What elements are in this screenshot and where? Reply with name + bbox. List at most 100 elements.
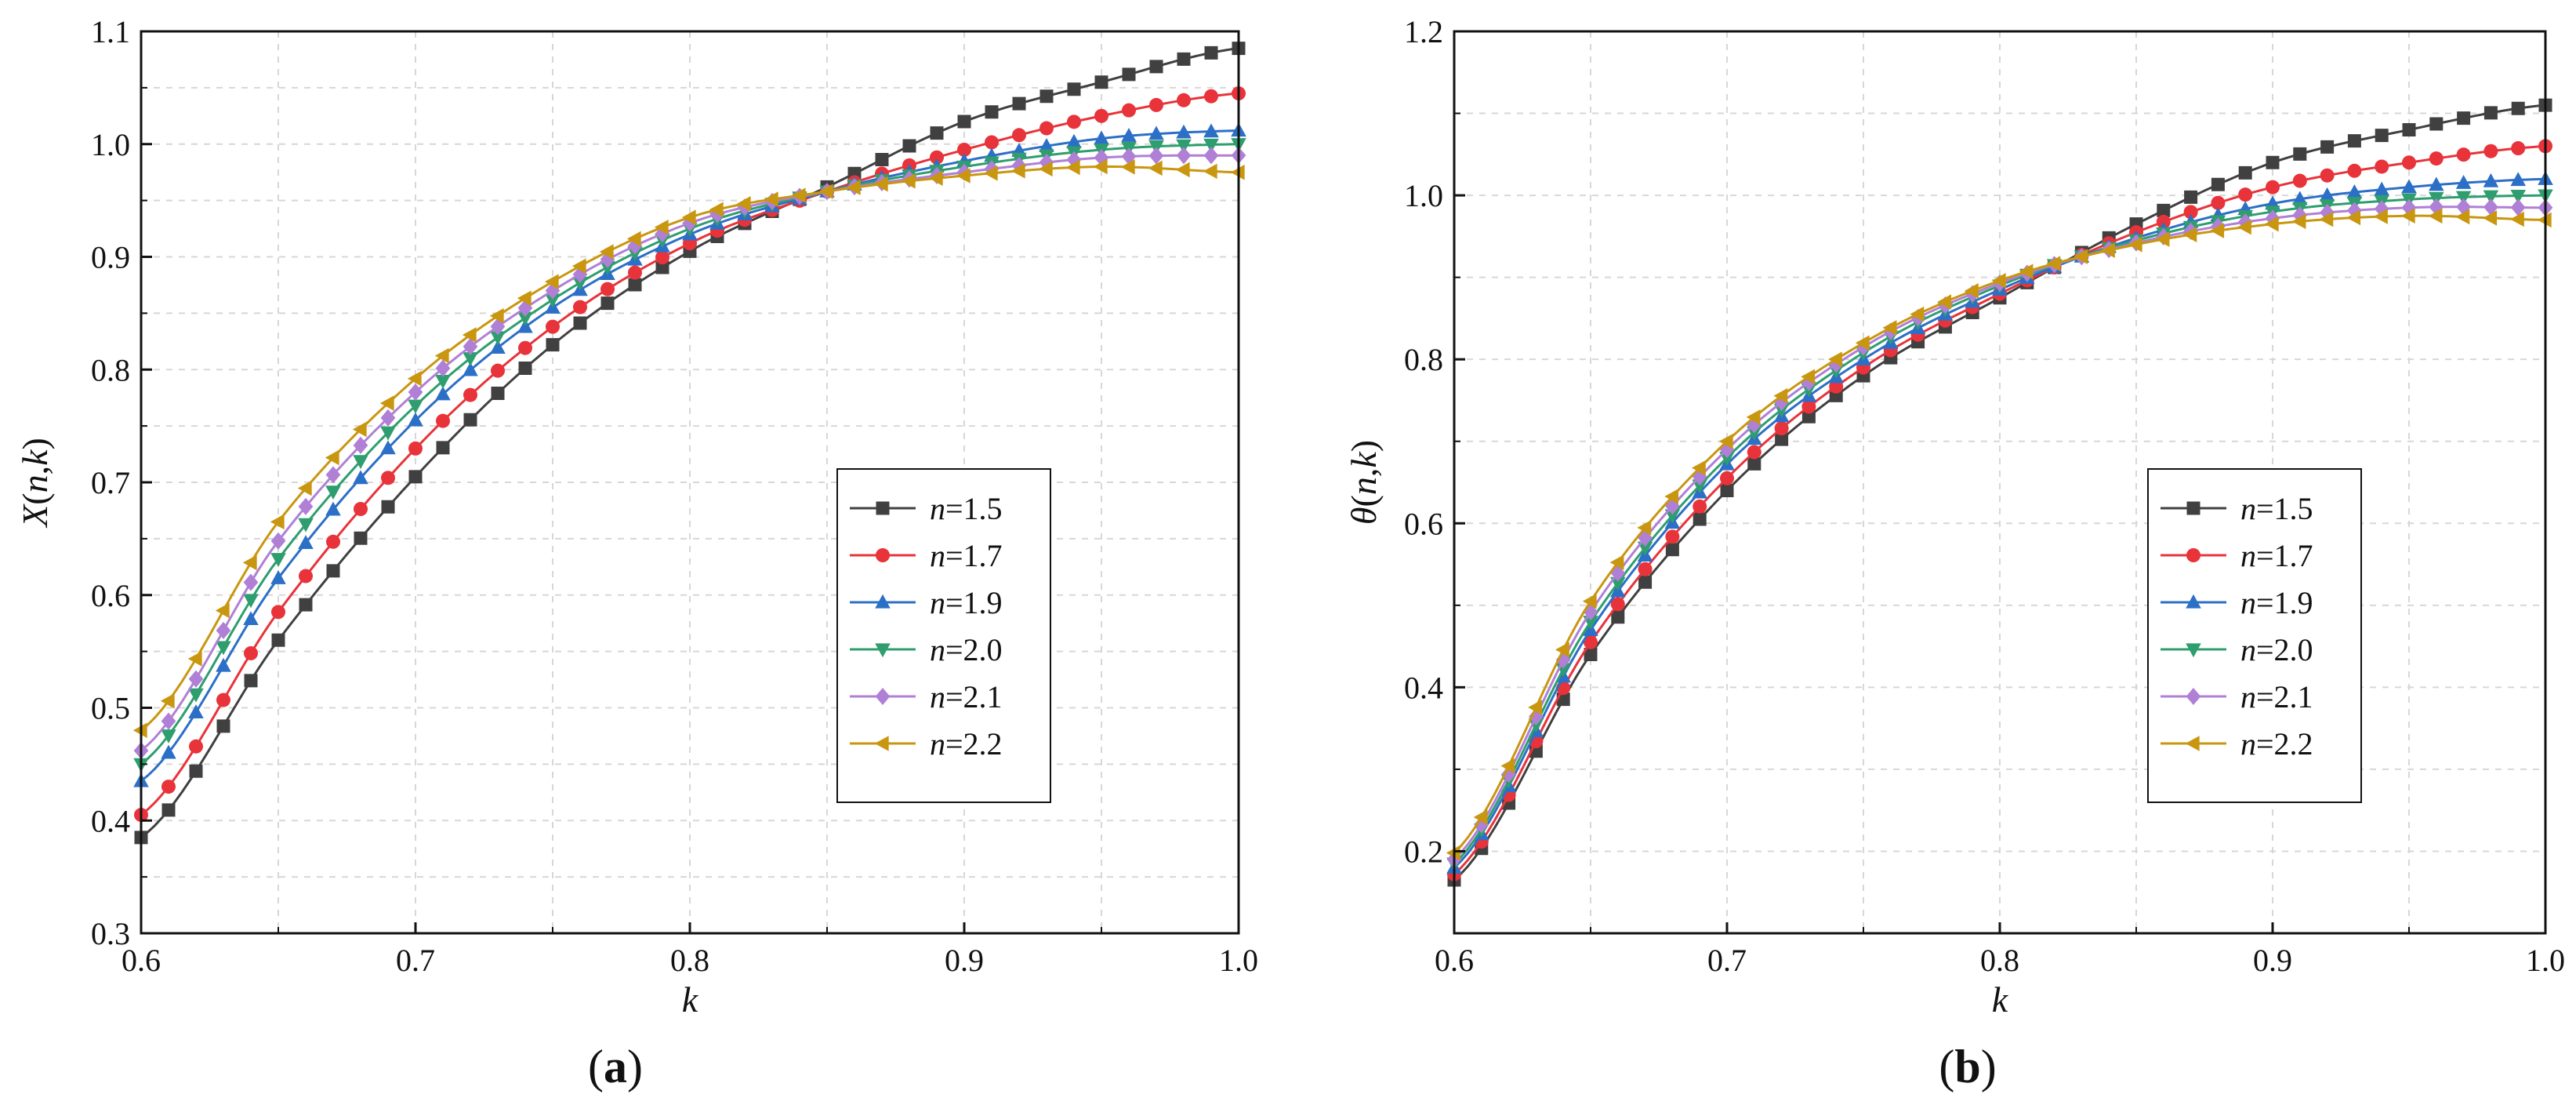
- data-point: [2073, 249, 2088, 264]
- data-point: [2237, 219, 2251, 235]
- legend-swatch-marker: [875, 687, 891, 706]
- data-point: [270, 553, 286, 567]
- data-point: [1664, 509, 1681, 524]
- data-point: [1012, 128, 1026, 143]
- data-point: [1801, 409, 1816, 423]
- legend-swatch-marker: [2185, 736, 2200, 751]
- legend-swatch-marker: [2186, 501, 2200, 515]
- data-point: [1965, 283, 1979, 299]
- data-point: [490, 318, 506, 336]
- data-point: [1094, 75, 1108, 89]
- legend-label: n=1.7: [2240, 538, 2313, 573]
- data-point: [571, 258, 586, 274]
- data-point: [2238, 165, 2252, 180]
- data-point: [846, 180, 861, 195]
- legend-swatch-marker: [2186, 594, 2201, 609]
- data-point: [2347, 134, 2361, 148]
- data-point: [1718, 433, 1733, 449]
- data-point: [326, 534, 340, 549]
- data-point: [463, 362, 478, 376]
- data-point: [435, 386, 451, 401]
- data-point: [408, 399, 423, 414]
- data-point: [1720, 483, 1734, 497]
- data-point: [1882, 320, 1897, 336]
- data-point: [2210, 223, 2225, 238]
- data-point: [189, 764, 203, 778]
- data-point: [1747, 445, 1761, 460]
- data-point: [1555, 642, 1569, 658]
- data-point: [161, 803, 176, 817]
- data-point: [2046, 256, 2061, 271]
- legend-label: n=2.1: [930, 679, 1003, 714]
- data-point: [1637, 520, 1652, 536]
- data-point: [1583, 603, 1598, 621]
- y-axis: 0.3 0.4 0.5 0.6 0.7 0.8 0.9 1.0 1.1: [91, 14, 152, 951]
- data-point: [2346, 209, 2361, 226]
- data-point: [408, 470, 423, 484]
- y-tick-label: 0.9: [91, 240, 130, 275]
- data-point: [2183, 205, 2198, 220]
- data-point: [1176, 124, 1192, 139]
- data-point: [434, 347, 449, 364]
- data-point: [1801, 369, 1816, 385]
- data-point: [161, 729, 176, 743]
- data-point: [517, 311, 533, 326]
- data-point: [2155, 231, 2170, 247]
- data-point: [1611, 610, 1625, 624]
- data-point: [1066, 151, 1082, 169]
- data-point: [930, 126, 944, 140]
- data-point: [2457, 111, 2471, 125]
- data-point: [518, 340, 532, 355]
- data-point: [2264, 216, 2279, 232]
- data-point: [216, 621, 231, 639]
- data-point: [1991, 273, 2006, 289]
- data-point: [1693, 512, 1707, 526]
- panel-caption: (b): [1939, 1041, 1996, 1092]
- data-point: [2238, 187, 2253, 202]
- data-point: [1500, 758, 1515, 774]
- data-point: [490, 340, 506, 354]
- x-tick-label: 0.7: [1707, 943, 1747, 978]
- legend-label: n=2.0: [930, 632, 1003, 667]
- data-point: [2292, 173, 2307, 188]
- data-point: [299, 598, 313, 612]
- data-point: [628, 278, 642, 292]
- y-axis-label: θ(n,k): [1344, 440, 1384, 525]
- y-tick-label: 0.8: [91, 352, 130, 387]
- data-point: [2483, 210, 2498, 226]
- data-point: [818, 184, 833, 199]
- data-point: [188, 688, 204, 703]
- y-tick-label: 1.2: [1404, 14, 1443, 49]
- y-tick-label: 0.2: [1404, 834, 1443, 869]
- data-point: [299, 569, 313, 583]
- data-point: [1067, 82, 1081, 96]
- data-point: [489, 307, 504, 324]
- data-point: [1148, 125, 1164, 140]
- data-point: [189, 739, 203, 754]
- data-point: [600, 260, 615, 275]
- data-point: [2511, 141, 2526, 156]
- legend-label: n=2.2: [930, 726, 1003, 762]
- legend-box: [836, 468, 1051, 803]
- data-point: [1610, 576, 1626, 591]
- data-point: [1149, 97, 1163, 112]
- data-point: [628, 265, 642, 280]
- legend-swatch-marker: [2186, 687, 2201, 706]
- data-point: [1638, 562, 1653, 576]
- data-point: [2402, 122, 2416, 136]
- data-point: [2455, 175, 2472, 189]
- data-point: [2510, 189, 2526, 204]
- data-point: [462, 327, 477, 343]
- data-point: [326, 564, 340, 578]
- data-point: [2184, 190, 2198, 204]
- legend-label: n=2.2: [2240, 726, 2313, 762]
- y-tick-label: 1.1: [91, 14, 130, 49]
- data-point: [956, 168, 971, 184]
- data-point: [381, 500, 395, 514]
- legend-label: n=1.9: [2240, 585, 2313, 620]
- legend-swatch-marker: [876, 548, 890, 562]
- data-point: [930, 150, 944, 165]
- legend-item: n=1.5: [2161, 491, 2313, 526]
- data-point: [1012, 96, 1026, 111]
- data-point: [244, 645, 258, 660]
